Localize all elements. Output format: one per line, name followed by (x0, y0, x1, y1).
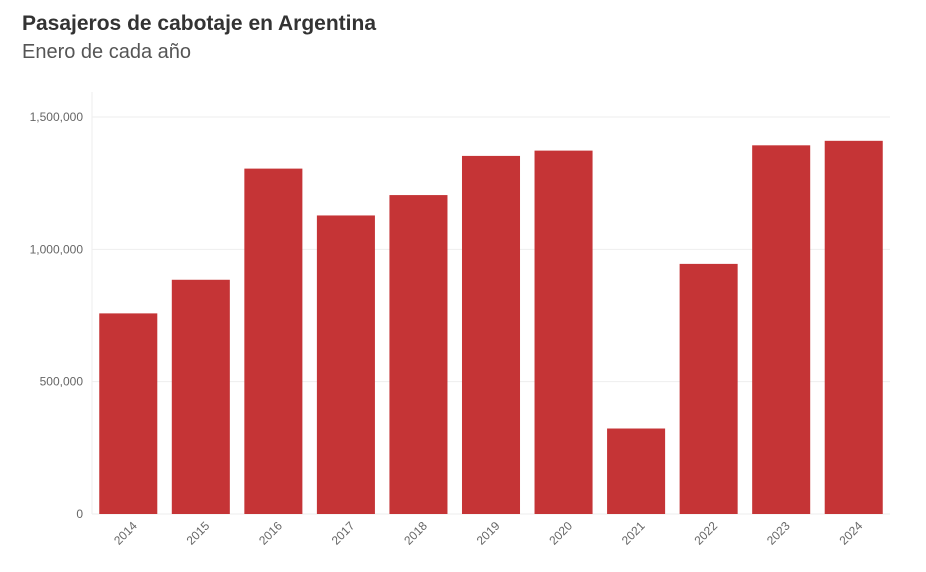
x-tick-label: 2015 (184, 519, 213, 548)
x-tick-label: 2017 (329, 519, 358, 548)
bar-2018[interactable] (389, 195, 448, 514)
x-tick-label: 2014 (111, 519, 140, 548)
y-tick-label: 500,000 (40, 375, 84, 389)
x-tick-label: 2016 (256, 519, 285, 548)
x-tick-label: 2019 (474, 519, 503, 548)
bar-2014[interactable] (99, 313, 158, 514)
bar-2019[interactable] (461, 155, 521, 514)
bar-2022[interactable] (679, 263, 738, 514)
bar-2024[interactable] (824, 140, 883, 514)
bars-layer (99, 140, 883, 515)
y-axis: 0 500,000 1,000,000 1,500,000 (30, 110, 84, 521)
bar-2021[interactable] (607, 428, 666, 514)
x-tick-label: 2023 (764, 519, 793, 548)
x-axis: 2014 2015 2016 2017 2018 2019 2020 2021 2022 2023… (111, 519, 865, 548)
bar-2015[interactable] (171, 279, 230, 514)
bar-2023[interactable] (752, 145, 811, 514)
y-tick-label: 1,500,000 (30, 110, 84, 124)
y-tick-label: 0 (76, 507, 83, 521)
bar-2017[interactable] (316, 215, 375, 514)
x-tick-label: 2024 (837, 519, 866, 548)
x-tick-label: 2021 (619, 519, 648, 548)
bar-2020[interactable] (534, 150, 593, 514)
x-tick-label: 2018 (401, 519, 430, 548)
x-tick-label: 2020 (546, 519, 575, 548)
chart-title: Pasajeros de cabotaje en Argentina (22, 12, 377, 35)
chart-subtitle: Enero de cada año (22, 41, 192, 63)
y-tick-label: 1,000,000 (30, 242, 84, 256)
x-tick-label: 2022 (691, 519, 720, 548)
bar-2016[interactable] (244, 168, 303, 515)
